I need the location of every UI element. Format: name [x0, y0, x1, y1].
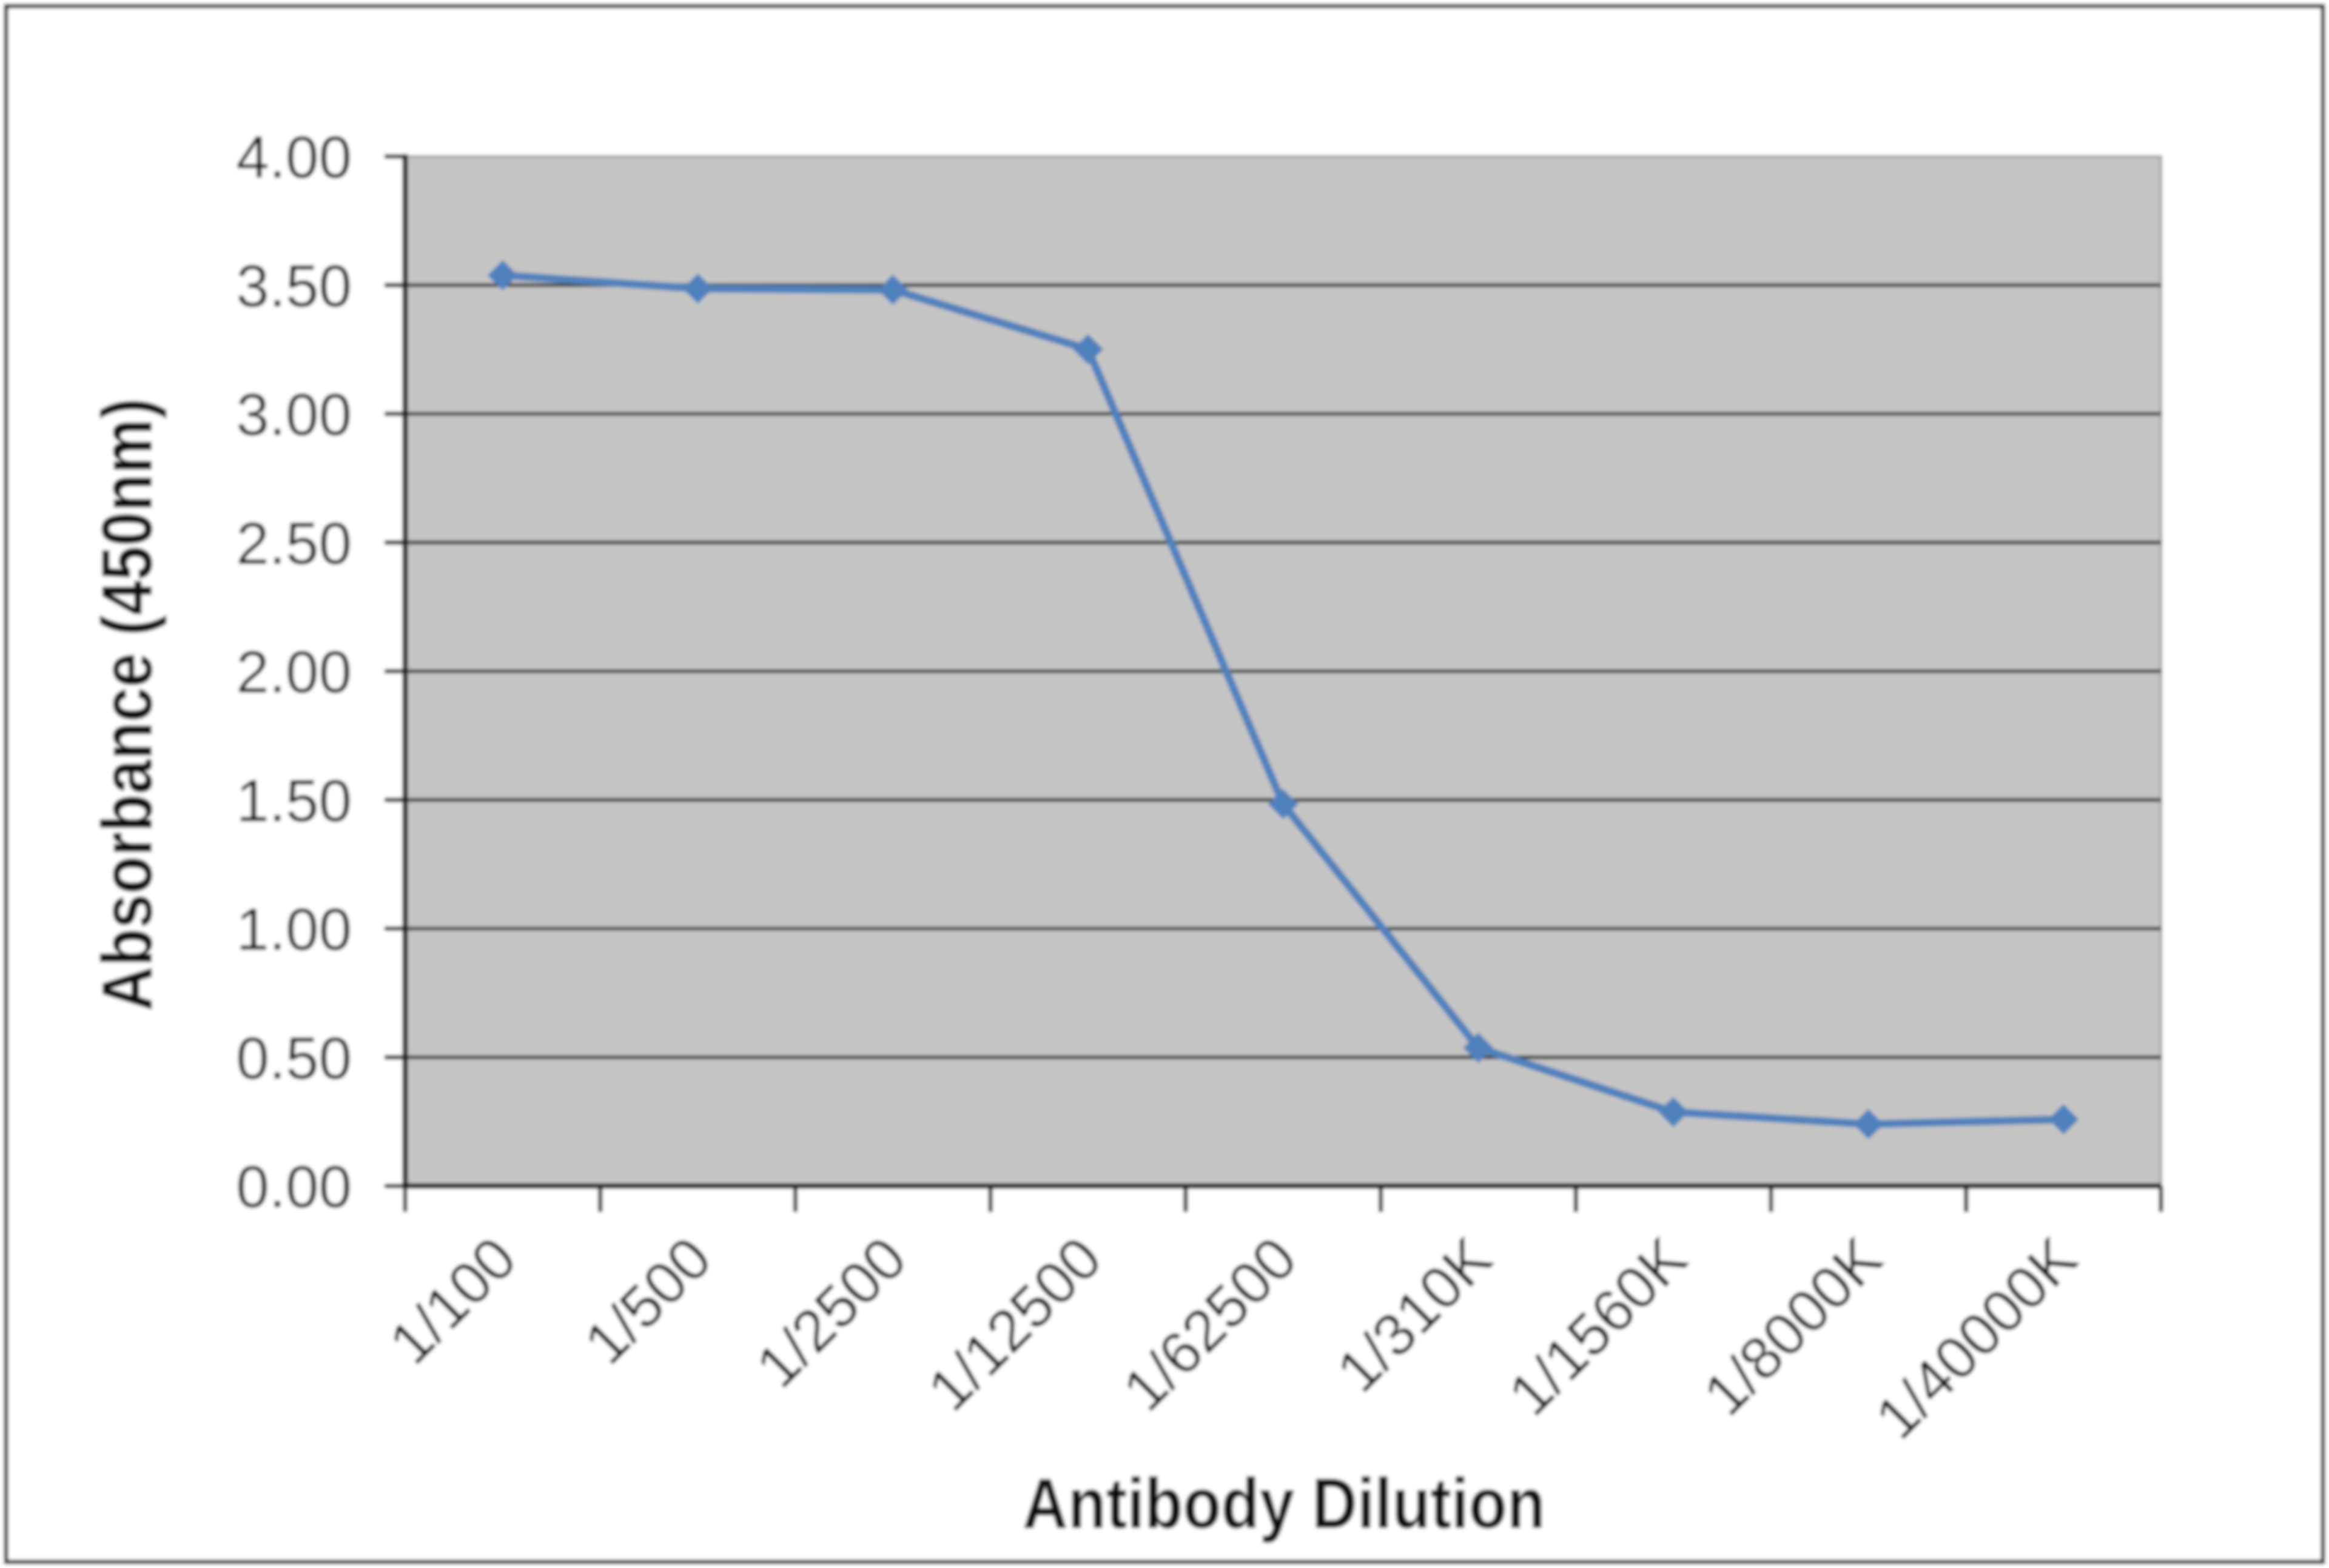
svg-text:1.50: 1.50 — [236, 767, 352, 834]
svg-text:2.00: 2.00 — [236, 638, 352, 705]
svg-text:2.50: 2.50 — [236, 510, 352, 577]
svg-text:0.50: 0.50 — [236, 1025, 352, 1091]
svg-text:1.00: 1.00 — [236, 896, 352, 963]
svg-text:3.00: 3.00 — [236, 381, 352, 448]
svg-text:3.50: 3.50 — [236, 252, 352, 319]
svg-text:Absorbance (450nm): Absorbance (450nm) — [87, 398, 167, 1011]
svg-text:0.00: 0.00 — [236, 1153, 352, 1220]
svg-text:Antibody Dilution: Antibody Dilution — [1023, 1464, 1545, 1544]
svg-text:4.00: 4.00 — [236, 124, 352, 190]
